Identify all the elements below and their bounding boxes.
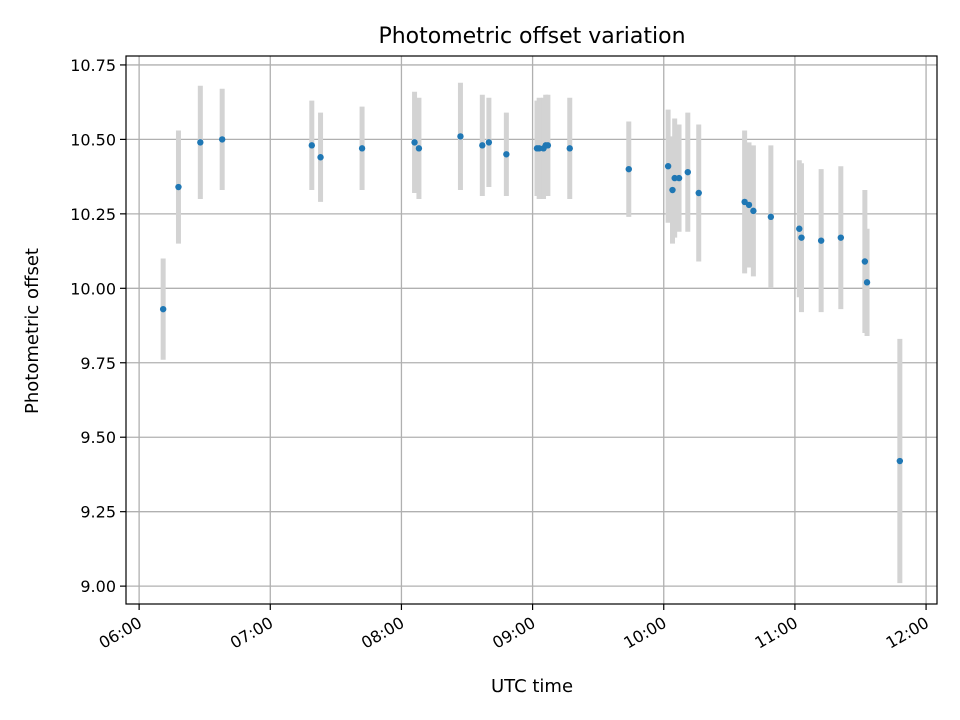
data-point [317,154,324,161]
data-point [669,186,676,194]
y-tick-label: 10.00 [70,279,116,298]
data-point [159,305,167,313]
data-point [745,201,753,209]
y-tick-label: 10.50 [70,130,116,149]
data-point [503,151,510,158]
data-point [485,139,493,146]
data-point [798,234,805,241]
data-point [566,145,573,152]
data-point [684,168,691,176]
y-tick-label: 10.75 [70,56,116,75]
data-point [358,145,366,152]
data-point [535,145,543,152]
y-axis-label: Photometric offset [22,248,43,414]
data-point [671,174,678,182]
y-tick-label: 9.00 [80,577,116,596]
data-point [308,142,316,149]
data-point [861,258,869,265]
data-point [544,142,552,149]
data-point [197,139,204,146]
data-point [479,142,486,149]
y-tick-label: 10.25 [70,205,116,224]
data-point [625,165,632,173]
data-point [796,225,803,232]
data-point [767,213,775,221]
grid [126,56,937,604]
data-point [896,457,904,465]
data-point [411,139,418,146]
y-tick-label: 9.75 [80,354,116,373]
chart-title: Photometric offset variation [378,24,685,49]
data-point [457,133,464,140]
data-points [159,133,904,465]
data-point [750,207,757,215]
plot-frame [125,55,938,605]
data-point [817,237,825,244]
y-tick-label: 9.50 [80,428,116,447]
y-axis-ticks: 9.00 9.25 9.50 9.75 10.00 10.25 10.50 10.75 [70,56,126,596]
data-point [664,162,672,170]
data-point [837,234,845,241]
data-point [695,189,702,197]
data-point [415,145,423,152]
x-axis-label: UTC time [491,676,573,697]
data-point [863,279,871,286]
data-point [175,183,182,191]
data-point [675,174,683,182]
data-point [218,136,226,143]
y-tick-label: 9.25 [80,503,116,522]
